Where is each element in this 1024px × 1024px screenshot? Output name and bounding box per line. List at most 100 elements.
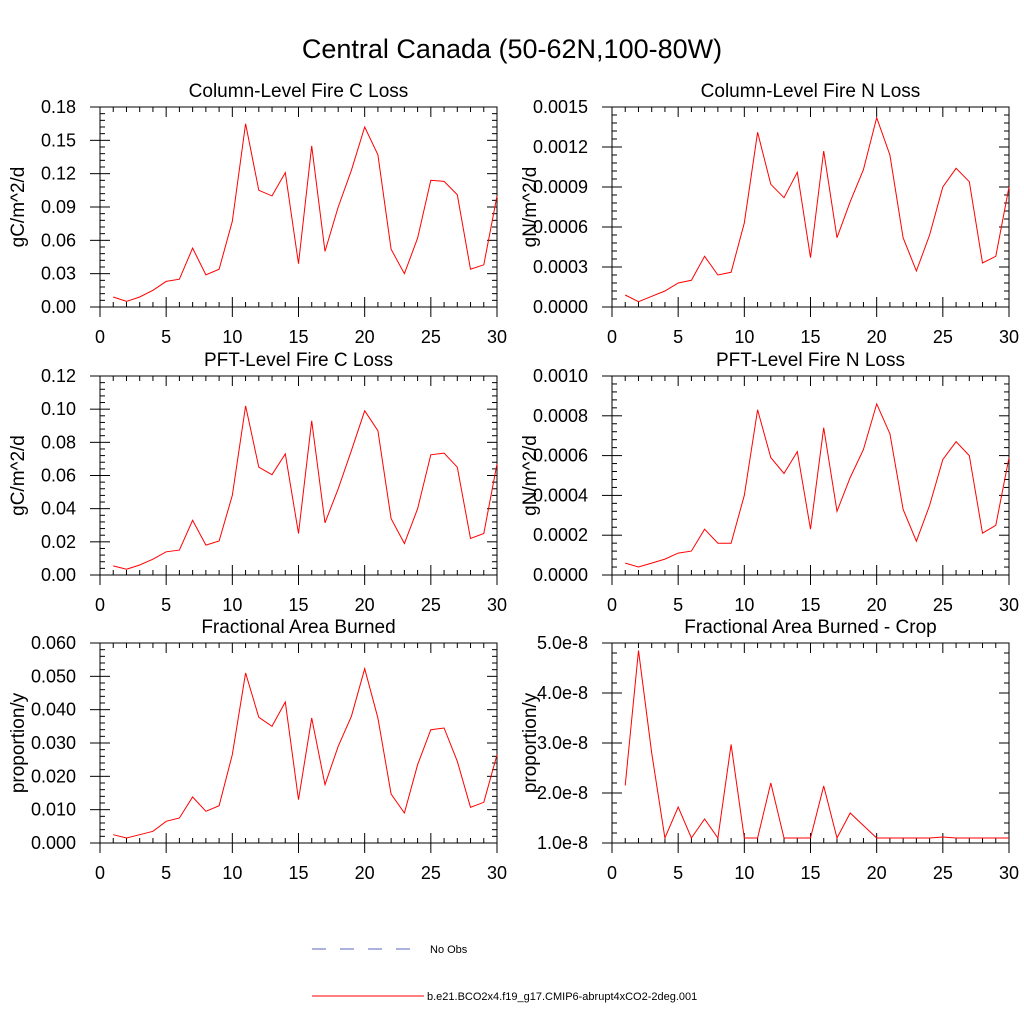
x-tick-label: 5 [161,327,171,347]
y-tick-label: 0.0006 [533,217,588,237]
panel-title: PFT-Level Fire N Loss [716,350,905,371]
plot-frame [99,375,498,576]
y-tick-label: 0.06 [41,230,76,250]
x-tick-label: 0 [607,327,617,347]
x-tick-label: 30 [487,327,507,347]
x-tick-label: 10 [734,327,754,347]
y-tick-label: 0.0010 [533,366,588,386]
x-tick-label: 15 [800,327,820,347]
x-tick-label: 0 [607,863,617,883]
x-tick-label: 10 [734,863,754,883]
y-tick-label: 0.12 [41,164,76,184]
y-tick-label: 0.0008 [533,406,588,426]
y-axis-label: proportion/y [520,692,541,793]
y-tick-label: 0.030 [31,733,76,753]
plot-frame [99,106,498,308]
y-tick-label: 0.0002 [533,525,588,545]
x-tick-label: 5 [673,863,683,883]
x-tick-label: 10 [222,595,242,615]
x-tick-label: 25 [421,863,441,883]
y-tick-label: 0.12 [41,366,76,386]
y-tick-label: 0.15 [41,130,76,150]
plot-frame [611,106,1010,308]
y-tick-label: 0.09 [41,197,76,217]
x-tick-label: 25 [421,595,441,615]
x-tick-label: 30 [999,863,1019,883]
y-axis-label: gC/m^2/d [8,167,29,248]
y-tick-label: 0.060 [31,633,76,653]
series-line [624,115,1010,303]
legend: No Obs b.e21.BCO2x4.f19_g17.CMIP6-abrupt… [312,944,697,1003]
x-tick-label: 20 [355,863,375,883]
x-tick-label: 25 [933,327,953,347]
y-tick-label: 0.18 [41,97,76,117]
y-axis-label: gN/m^2/d [520,435,541,516]
y-tick-label: 2.0e-8 [537,783,588,803]
x-tick-label: 0 [95,863,105,883]
y-tick-label: 0.0012 [533,137,588,157]
y-tick-label: 3.0e-8 [537,733,588,753]
y-tick-label: 0.00 [41,565,76,585]
x-tick-label: 15 [288,863,308,883]
plot-frame [99,642,498,844]
panel-5: Fractional Area Burned proportion/y 0 5 10 15… [8,617,507,883]
series-line [625,402,1010,568]
x-tick-label: 0 [95,327,105,347]
y-tick-label: 0.0004 [533,485,588,505]
y-axis-label: gC/m^2/d [8,435,29,516]
y-tick-label: 0.02 [41,532,76,552]
x-tick-label: 5 [161,595,171,615]
legend-model-label: b.e21.BCO2x4.f19_g17.CMIP6-abrupt4xCO2-2… [427,991,697,1003]
y-tick-label: 0.04 [41,499,76,519]
y-tick-label: 0.020 [31,766,76,786]
x-tick-label: 30 [487,863,507,883]
x-tick-label: 0 [607,595,617,615]
x-tick-label: 5 [673,327,683,347]
y-tick-label: 1.0e-8 [537,833,588,853]
y-tick-label: 5.0e-8 [537,633,588,653]
x-tick-label: 10 [222,863,242,883]
y-tick-label: 0.06 [41,466,76,486]
x-tick-label: 30 [999,327,1019,347]
panels: Column-Level Fire C Loss gC/m^2/d 0 5 10 15 20… [8,81,1019,883]
x-tick-label: 20 [867,595,887,615]
y-axis-label: gN/m^2/d [520,167,541,248]
y-axis-label: proportion/y [8,692,29,793]
panel-title: PFT-Level Fire C Loss [204,350,393,371]
x-tick-label: 10 [222,327,242,347]
panel-4: PFT-Level Fire N Loss gN/m^2/d 0 5 10 15 20 25 3… [520,350,1019,615]
x-tick-label: 15 [288,595,308,615]
y-tick-label: 4.0e-8 [537,683,588,703]
panel-title: Column-Level Fire N Loss [701,81,921,102]
x-tick-label: 0 [95,595,105,615]
x-tick-label: 5 [673,595,683,615]
plot-frame [611,375,1010,576]
panel-6: Fractional Area Burned - Crop proportion/… [520,617,1019,883]
series-line [113,405,498,570]
x-tick-label: 30 [999,595,1019,615]
y-tick-label: 0.040 [31,700,76,720]
y-tick-label: 0.00 [41,297,76,317]
panel-3: PFT-Level Fire C Loss gC/m^2/d 0 5 10 15 20 25 3… [8,350,507,615]
x-tick-label: 5 [161,863,171,883]
panel-2: Column-Level Fire N Loss gN/m^2/d 0 5 10 15 20… [520,81,1019,347]
y-tick-label: 0.08 [41,432,76,452]
x-tick-label: 20 [355,595,375,615]
series-line [113,666,498,839]
panel-1: Column-Level Fire C Loss gC/m^2/d 0 5 10 15 20… [8,81,507,347]
y-tick-label: 0.10 [41,399,76,419]
series-line [113,123,498,302]
y-tick-label: 0.050 [31,666,76,686]
panel-title: Fractional Area Burned [201,617,395,638]
x-tick-label: 15 [800,595,820,615]
x-tick-label: 20 [867,327,887,347]
y-tick-label: 0.03 [41,264,76,284]
y-tick-label: 0.0000 [533,565,588,585]
x-tick-label: 15 [800,863,820,883]
y-tick-label: 0.0003 [533,257,588,277]
y-tick-label: 0.0006 [533,446,588,466]
x-tick-label: 25 [933,863,953,883]
figure-title: Central Canada (50-62N,100-80W) [302,34,722,64]
x-tick-label: 20 [355,327,375,347]
